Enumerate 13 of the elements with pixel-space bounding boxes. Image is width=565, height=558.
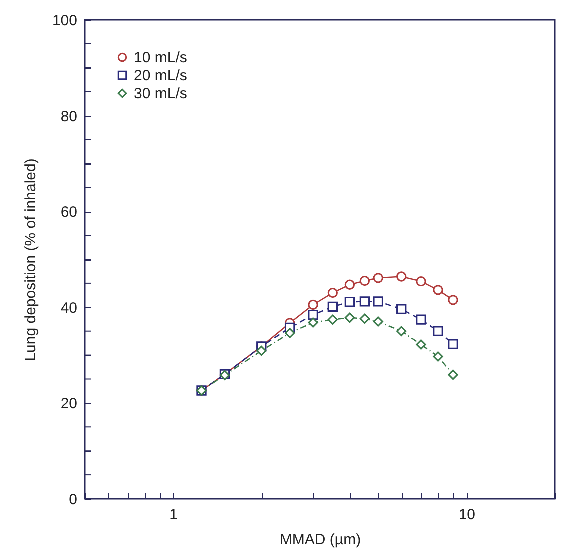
y-tick-label: 40 [60,300,78,317]
y-tick-label: 0 [69,492,78,508]
legend-label: 10 mL/s [134,50,188,66]
y-tick-label: 80 [60,108,78,126]
legend-label: 30 mL/s [134,86,188,102]
y-tick-label: 60 [60,204,78,222]
y-tick-label: 100 [52,12,78,30]
y-axis-title: Lung deposition (% of inhaled) [22,158,40,362]
legend-label: 20 mL/s [134,68,188,84]
x-axis-title: MMAD (µm) [280,532,362,548]
x-tick-label: 10 [458,506,476,524]
y-tick-label: 20 [60,396,78,413]
x-tick-label: 1 [170,506,178,524]
